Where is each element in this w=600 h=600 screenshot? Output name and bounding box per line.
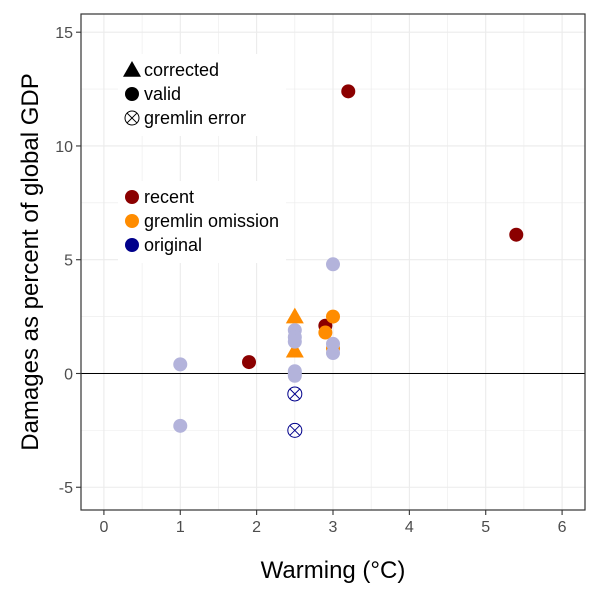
legend-background [118,54,286,136]
triangle-point-gremlin-omission [285,341,304,358]
legend-label: recent [144,187,194,207]
legend-label: gremlin error [144,108,246,128]
y-tick-label: -5 [59,480,73,497]
legend-key-0 [125,190,139,204]
x-tick-label: 3 [329,519,338,536]
x-tick-label: 2 [252,519,261,536]
legend-key-2 [125,238,139,252]
legend-key-0 [123,61,141,77]
circle-point-recent [341,84,356,99]
legend-label: gremlin omission [144,211,279,231]
legend-key-2-cross-b [126,112,138,124]
legend-label: original [144,235,202,255]
x-tick-label: 6 [558,519,567,536]
legend-color: recent gremlin omission original [118,181,286,263]
legend-key-2 [124,110,140,126]
legend-key-1 [125,87,139,101]
x-axis-title: Warming (°C) [261,557,406,584]
y-tick-label: 0 [64,366,73,383]
y-tick-label: 5 [64,253,73,270]
x-tick-label: 5 [481,519,490,536]
legend-label: corrected [144,60,219,80]
y-axis-ticks: -5 0 5 10 15 [55,25,81,497]
data-points [173,84,524,438]
x-tick-label: 1 [176,519,185,536]
circle-point-original [173,357,188,372]
y-axis-title: Damages as percent of global GDP [17,73,44,451]
y-tick-label: 15 [55,25,73,42]
crossed-point-original [287,386,303,402]
circle-point-gremlin-omission [318,325,333,340]
crossed-point-original-cross-b [289,425,301,436]
crossed-point-original-ring [287,386,303,402]
crossed-point-original-cross-b [289,388,301,400]
circle-point-original [326,257,340,272]
circle-point-recent [509,227,524,242]
circle-point-original [287,366,302,381]
x-tick-label: 0 [99,519,108,536]
x-tick-label: 4 [405,519,414,536]
legend-key-2-ring [124,110,140,126]
crossed-point-original-ring [287,422,303,438]
legend-key-1 [125,214,139,228]
legend-shape: corrected valid gremlin error [118,54,286,136]
x-axis-ticks: 0 1 2 3 4 5 6 [99,510,567,536]
triangle-point-gremlin-omission [285,307,304,324]
y-tick-label: 10 [55,139,73,156]
crossed-point-original [287,422,303,438]
circle-point-original [326,346,340,361]
legend-label: valid [144,84,181,104]
legend-background [118,181,286,263]
circle-point-gremlin-omission [326,309,340,324]
circle-point-recent [242,355,256,370]
circle-point-original [173,418,188,433]
circle-point-original [287,334,302,349]
